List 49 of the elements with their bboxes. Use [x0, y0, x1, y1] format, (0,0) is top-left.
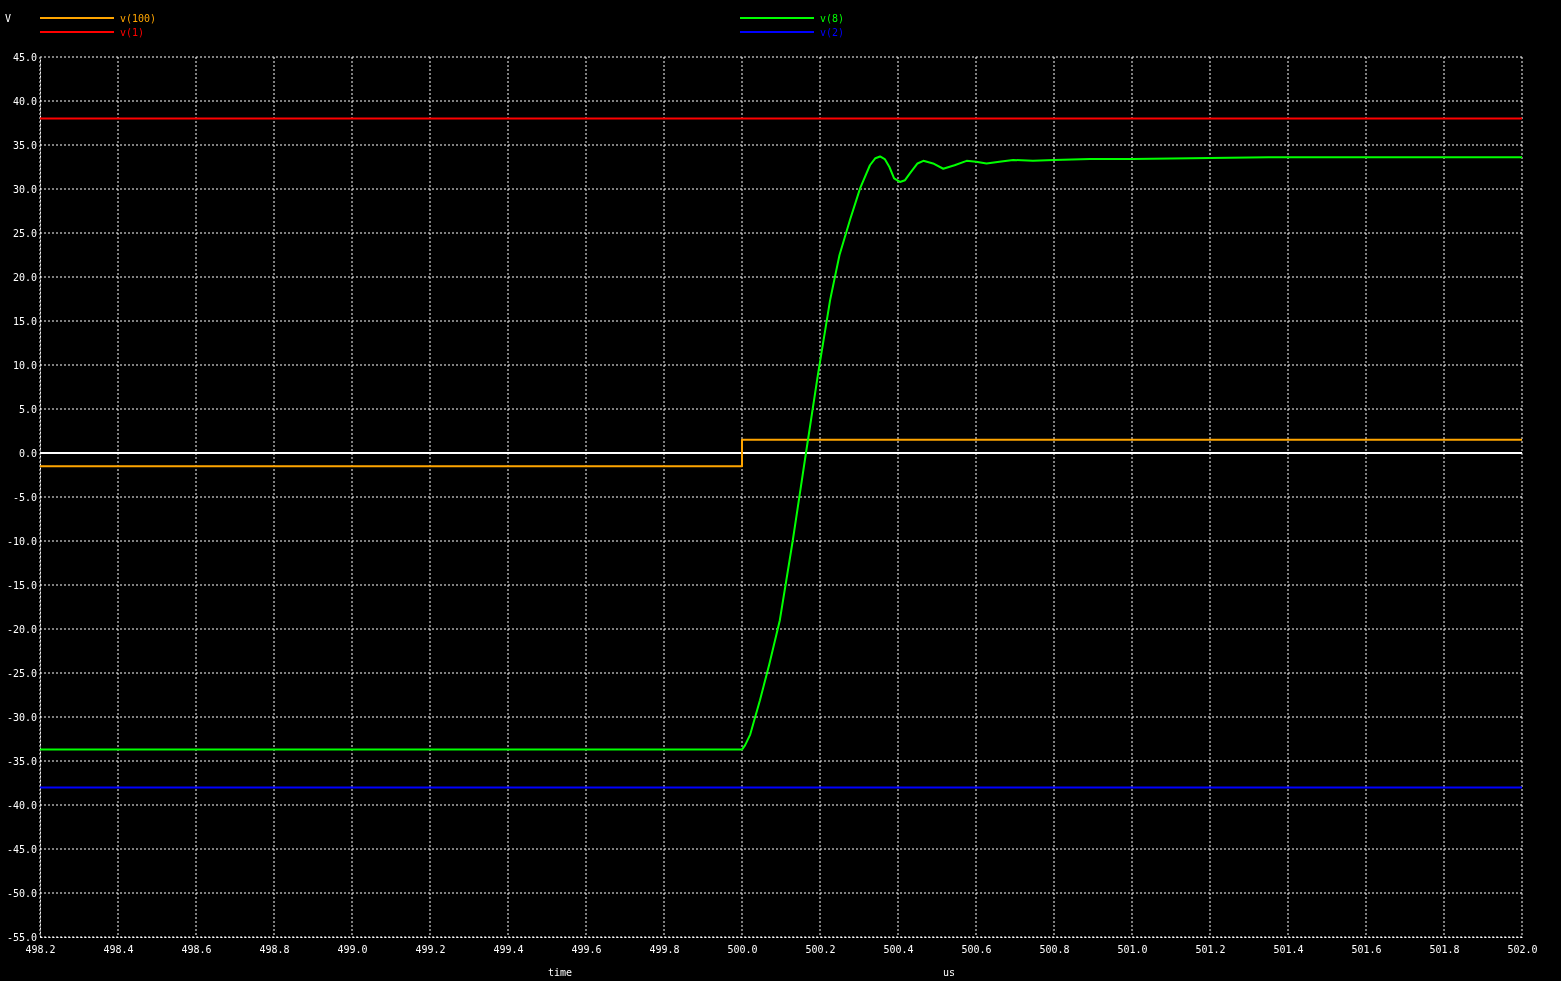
x-tick-label: 499.2	[415, 944, 446, 956]
y-tick-label: 35.0	[12, 139, 37, 151]
y-tick-label: -35.0	[6, 755, 37, 767]
y-axis-title: V	[5, 13, 12, 24]
x-tick-label: 500.4	[883, 944, 914, 956]
x-tick-label: 500.6	[961, 944, 992, 956]
x-tick-label: 501.2	[1195, 944, 1226, 956]
x-tick-label: 501.6	[1351, 944, 1382, 956]
y-tick-label: 15.0	[12, 315, 37, 327]
y-tick-label: -55.0	[6, 931, 37, 943]
x-tick-label: 500.0	[727, 944, 758, 956]
x-tick-label: 499.6	[571, 944, 602, 956]
x-tick-label: 498.8	[259, 944, 290, 956]
x-tick-label: 500.8	[1039, 944, 1070, 956]
y-tick-label: -50.0	[6, 887, 37, 899]
y-tick-label: -45.0	[6, 843, 37, 855]
x-tick-label: 499.4	[493, 944, 524, 956]
y-tick-label: -10.0	[6, 535, 37, 547]
x-tick-label: 499.8	[649, 944, 680, 956]
y-tick-label: -25.0	[6, 667, 37, 679]
y-tick-label: 5.0	[18, 403, 37, 415]
x-tick-label: 498.4	[103, 944, 134, 956]
x-tick-label: 498.6	[181, 944, 212, 956]
text: v(8)	[820, 13, 845, 24]
x-tick-label: 498.2	[25, 944, 56, 956]
x-tick-label: 501.0	[1117, 944, 1148, 956]
x-tick-label: 501.8	[1429, 944, 1460, 956]
text: us	[942, 967, 956, 978]
x-tick-label: 501.4	[1273, 944, 1304, 956]
y-tick-label: 10.0	[12, 359, 37, 371]
y-tick-label: 45.0	[12, 51, 37, 63]
y-tick-label: -20.0	[6, 623, 37, 635]
y-tick-label: 30.0	[12, 183, 37, 195]
y-tick-label: -15.0	[6, 579, 37, 591]
x-tick-label: 502.0	[1507, 944, 1538, 956]
x-axis-title: time	[547, 967, 573, 978]
y-tick-label: 0.0	[18, 447, 37, 459]
text: v(1)	[120, 27, 145, 38]
y-tick-label: -30.0	[6, 711, 37, 723]
y-tick-label: 40.0	[12, 95, 37, 107]
y-tick-label: -5.0	[12, 491, 37, 503]
y-tick-label: -40.0	[6, 799, 37, 811]
y-tick-label: 25.0	[12, 227, 37, 239]
text: v(2)	[820, 27, 845, 38]
line-series	[39, 155, 1523, 751]
text: v(100)	[120, 13, 157, 24]
y-tick-label: 20.0	[12, 271, 37, 283]
x-tick-label: 499.0	[337, 944, 368, 956]
x-tick-label: 500.2	[805, 944, 836, 956]
